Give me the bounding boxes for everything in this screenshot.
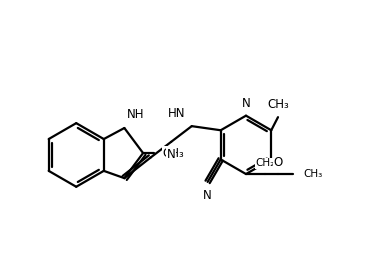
Text: N: N bbox=[202, 189, 211, 202]
Text: CH₃: CH₃ bbox=[162, 147, 184, 160]
Text: O: O bbox=[273, 156, 282, 169]
Text: HN: HN bbox=[167, 107, 185, 120]
Text: NH: NH bbox=[127, 108, 145, 121]
Text: N: N bbox=[167, 148, 176, 161]
Text: N: N bbox=[242, 97, 250, 110]
Text: CH₃: CH₃ bbox=[303, 169, 322, 179]
Text: CH₃: CH₃ bbox=[267, 98, 289, 111]
Text: CH₂: CH₂ bbox=[255, 158, 274, 168]
Text: CH₃: CH₃ bbox=[164, 148, 185, 161]
